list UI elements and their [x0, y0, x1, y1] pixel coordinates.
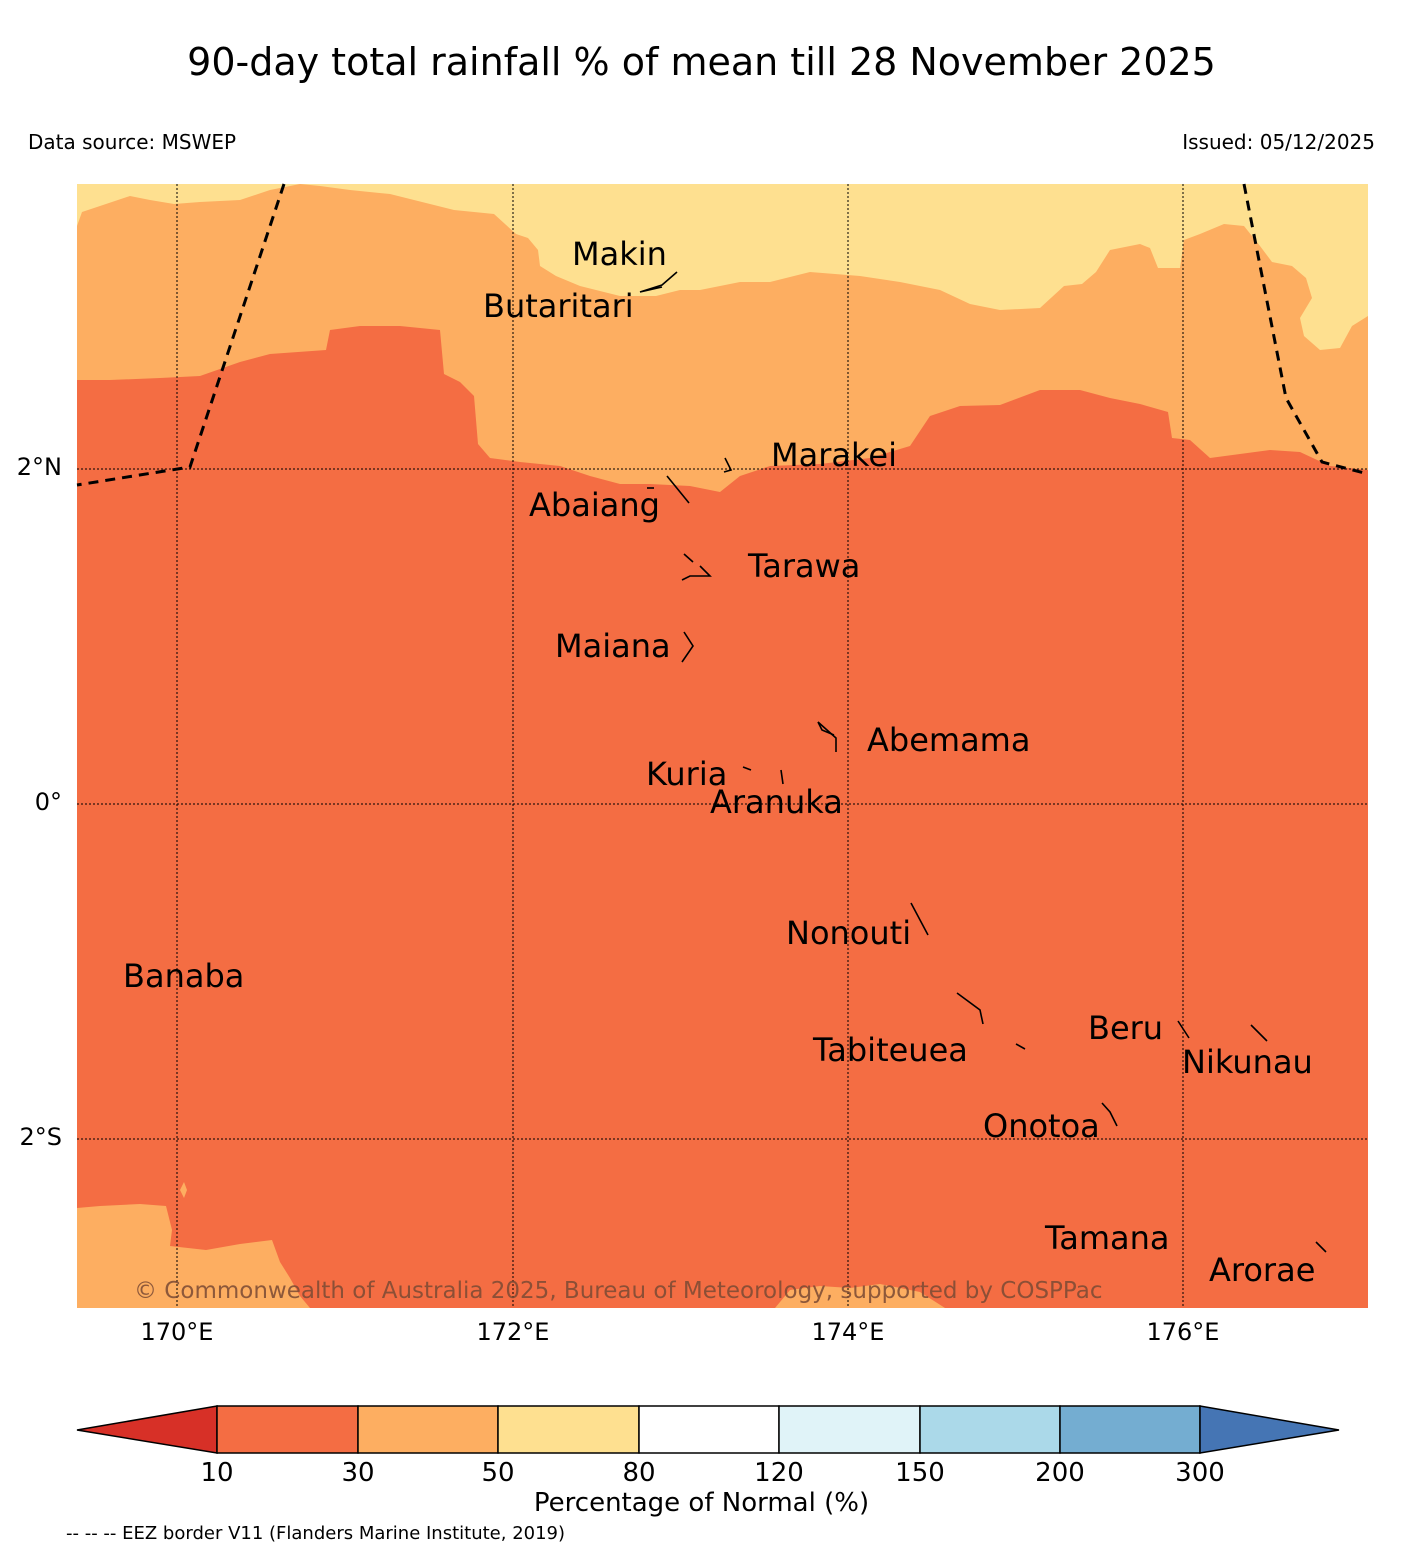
eez-footnote: -- -- -- EEZ border V11 (Flanders Marine… — [66, 1523, 566, 1544]
colorbar-120-150 — [778, 1405, 921, 1454]
label-marakei: Marakei — [771, 436, 897, 474]
label-butaritari: Butaritari — [483, 287, 634, 325]
label-nikunau: Nikunau — [1182, 1043, 1313, 1081]
lat-label-0: 0° — [34, 788, 62, 816]
map-title: 90-day total rainfall % of mean till 28 … — [187, 40, 1216, 84]
colorbar-tick: 80 — [622, 1458, 656, 1488]
colorbar-lt10 — [76, 1405, 218, 1454]
region-30-50-southwest — [77, 1204, 310, 1308]
colorbar-200-300 — [1059, 1405, 1201, 1454]
colorbar-30-50 — [357, 1405, 499, 1454]
island-outlines — [639, 271, 1327, 1253]
colorbar-tick: 10 — [200, 1458, 234, 1488]
label-maiana: Maiana — [555, 627, 671, 665]
copyright-notice: © Commonwealth of Australia 2025, Bureau… — [134, 1278, 1103, 1304]
island-labels: Makin Butaritari Marakei Abaiang Tarawa … — [123, 235, 1315, 1289]
label-kuria: Kuria — [646, 755, 727, 793]
lon-label-176e: 176°E — [1146, 1318, 1220, 1346]
label-tarawa: Tarawa — [747, 547, 860, 585]
label-onotoa: Onotoa — [983, 1107, 1100, 1145]
colorbar — [76, 1405, 1340, 1454]
colorbar-150-200 — [919, 1405, 1061, 1454]
colorbar-gt300 — [1199, 1405, 1340, 1454]
lon-label-172e: 172°E — [476, 1318, 550, 1346]
label-banaba: Banaba — [123, 957, 244, 995]
label-beru: Beru — [1088, 1009, 1163, 1047]
label-tamana: Tamana — [1044, 1219, 1170, 1257]
label-makin: Makin — [572, 235, 667, 273]
gridlines — [77, 184, 1368, 1308]
lon-label-174e: 174°E — [811, 1318, 885, 1346]
lat-label-2s: 2°S — [19, 1123, 62, 1151]
issued-date: Issued: 05/12/2025 — [1182, 130, 1375, 154]
label-nonouti: Nonouti — [786, 914, 911, 952]
colorbar-tick: 120 — [754, 1458, 804, 1488]
colorbar-tick: 30 — [341, 1458, 375, 1488]
region-50-80-north — [77, 184, 1368, 350]
eez-border — [76, 183, 1369, 487]
label-abemama: Abemama — [867, 721, 1030, 759]
colorbar-tick: 300 — [1175, 1458, 1225, 1488]
colorbar-tick: 50 — [481, 1458, 515, 1488]
colorbar-label: Percentage of Normal (%) — [533, 1488, 870, 1518]
colorbar-tick: 150 — [895, 1458, 945, 1488]
label-aranuka: Aranuka — [710, 783, 843, 821]
lat-label-2n: 2°N — [16, 453, 62, 481]
colorbar-80-120 — [638, 1405, 780, 1454]
label-tabiteuea: Tabiteuea — [812, 1031, 968, 1069]
lon-label-170e: 170°E — [140, 1318, 214, 1346]
data-source: Data source: MSWEP — [28, 130, 237, 154]
colorbar-10-30 — [216, 1405, 359, 1454]
colorbar-tick: 200 — [1035, 1458, 1085, 1488]
label-abaiang: Abaiang — [529, 486, 660, 524]
region-30-50-south — [775, 1284, 945, 1308]
colorbar-50-80 — [497, 1405, 640, 1454]
label-arorae: Arorae — [1209, 1251, 1315, 1289]
